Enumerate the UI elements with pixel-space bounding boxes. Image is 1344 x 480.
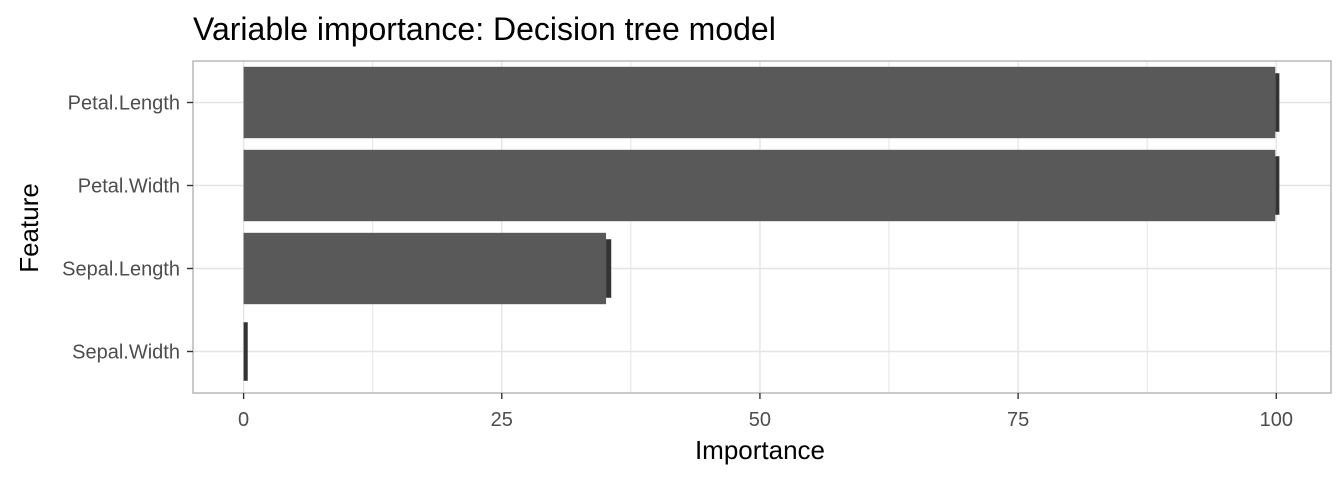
y-axis-ticks: Petal.Length Petal.Width Sepal.Length Sepal… (62, 93, 193, 364)
x-tick-label: 50 (749, 409, 771, 431)
panel-border (192, 60, 1332, 394)
y-tick-label: Petal.Length (68, 93, 180, 115)
y-axis-title: Feature (14, 183, 44, 273)
bars (243, 66, 1276, 305)
x-axis-title: Importance (695, 435, 825, 465)
x-tick-label: 0 (238, 409, 249, 431)
x-tick-label: 100 (1260, 409, 1293, 431)
y-tick-label: Sepal.Width (72, 342, 180, 364)
bar (243, 232, 607, 305)
x-axis-ticks: 0 25 50 75 100 (238, 393, 1293, 431)
error-bar (1275, 73, 1280, 132)
bar (243, 66, 1276, 139)
error-bar (1275, 156, 1280, 215)
y-tick-label: Sepal.Length (62, 259, 180, 281)
error-bar (606, 239, 612, 298)
error-bar (243, 322, 248, 381)
x-tick-label: 25 (491, 409, 513, 431)
error-bars (243, 73, 1280, 381)
bar (243, 149, 1276, 222)
chart-title: Variable importance: Decision tree model (193, 11, 776, 47)
y-tick-label: Petal.Width (78, 176, 180, 198)
x-tick-label: 75 (1007, 409, 1029, 431)
